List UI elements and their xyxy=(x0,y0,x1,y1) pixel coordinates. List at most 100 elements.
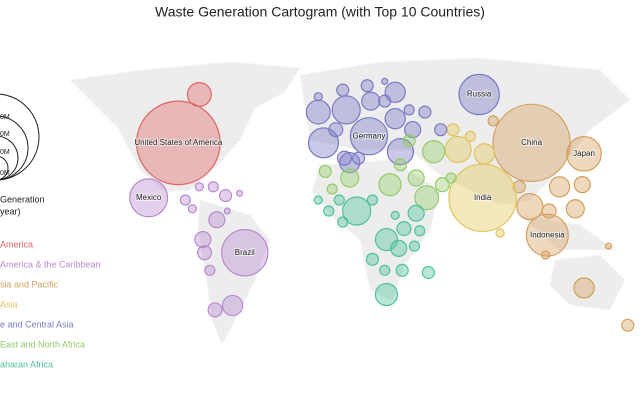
size-legend-circle xyxy=(0,93,40,181)
country-bubble xyxy=(487,115,499,127)
country-bubble xyxy=(194,182,204,192)
size-legend-label: 0M xyxy=(0,149,10,156)
country-bubble xyxy=(337,216,349,228)
country-bubble xyxy=(386,138,415,166)
country-bubble xyxy=(179,194,191,206)
country-bubble xyxy=(434,177,450,193)
land xyxy=(68,61,301,193)
country-bubble xyxy=(223,207,231,215)
country-bubble xyxy=(374,282,399,307)
country-bubble xyxy=(548,176,571,198)
country-bubble xyxy=(422,140,446,164)
country-bubble xyxy=(446,123,460,137)
country-bubble xyxy=(197,245,213,261)
country-bubble xyxy=(390,210,400,221)
country-bubble xyxy=(458,73,500,116)
size-legend-circle xyxy=(0,135,19,181)
country-bubble xyxy=(404,121,422,139)
bubbles xyxy=(129,73,635,332)
country-bubble xyxy=(194,230,212,249)
chart-title: Waste Generation Cartogram (with Top 10 … xyxy=(155,4,485,20)
country-bubble xyxy=(129,178,169,218)
country-bubble xyxy=(525,213,569,257)
country-bubble xyxy=(445,172,457,184)
country-label: United States of America xyxy=(134,138,223,147)
country-bubble xyxy=(393,158,408,172)
country-bubble xyxy=(396,220,412,237)
country-label: Indonesia xyxy=(530,230,565,239)
country-bubble xyxy=(621,318,635,332)
country-bubble xyxy=(360,79,374,93)
legend-entry: e and Central Asia xyxy=(0,319,74,329)
size-legend-circle xyxy=(0,156,9,180)
country-bubble xyxy=(313,92,323,102)
country-bubble xyxy=(384,81,406,103)
country-bubble xyxy=(305,99,331,125)
country-bubble xyxy=(414,185,440,211)
size-legend-title: Generation xyxy=(0,194,45,204)
size-legend-label: 0M xyxy=(0,131,10,138)
country-bubble xyxy=(331,95,361,125)
country-bubble xyxy=(336,150,353,166)
country-bubble xyxy=(379,264,391,276)
country-bubble xyxy=(318,164,332,179)
legend-entry: Asia xyxy=(0,299,18,309)
country-bubble xyxy=(418,105,432,119)
country-bubble xyxy=(495,228,505,238)
country-bubble xyxy=(408,240,421,252)
country-bubble xyxy=(573,176,591,194)
country-bubble xyxy=(473,143,496,165)
country-bubble xyxy=(540,250,551,260)
country-bubble xyxy=(565,199,585,219)
country-bubble xyxy=(204,264,216,276)
country-bubble xyxy=(604,242,613,250)
country-bubble xyxy=(326,183,338,195)
land xyxy=(518,214,617,251)
land xyxy=(311,159,441,301)
country-bubble xyxy=(541,203,557,219)
legend-entry: sia and Pacific xyxy=(0,279,59,289)
country-bubble xyxy=(384,108,406,130)
country-bubble xyxy=(235,189,244,197)
country-bubble xyxy=(349,117,389,156)
country-bubble xyxy=(187,204,197,214)
country-bubble xyxy=(333,194,345,206)
country-bubble xyxy=(135,100,221,186)
size-legend-label: 0M xyxy=(0,170,10,177)
country-bubble xyxy=(336,83,350,97)
country-bubble xyxy=(361,91,381,111)
country-label: Japan xyxy=(573,149,595,158)
country-bubble xyxy=(323,205,335,217)
bubble-labels: United States of America Mexico Brazil Chin… xyxy=(133,89,596,258)
country-bubble xyxy=(407,204,425,222)
country-bubble xyxy=(566,135,602,172)
country-bubble xyxy=(342,196,372,226)
country-label: Brazil xyxy=(235,248,255,257)
country-bubble xyxy=(421,265,436,280)
country-bubble xyxy=(403,104,415,116)
country-bubble xyxy=(573,277,595,299)
country-bubble xyxy=(407,169,425,187)
country-bubble xyxy=(464,130,476,142)
country-bubble xyxy=(365,252,380,266)
country-bubble xyxy=(340,168,360,188)
country-bubble xyxy=(444,135,472,164)
country-bubble xyxy=(328,122,344,138)
land xyxy=(299,57,631,206)
size-legend-circle xyxy=(0,115,29,181)
country-bubble xyxy=(351,151,366,165)
country-label: Russia xyxy=(467,90,492,99)
country-bubble xyxy=(313,195,323,205)
country-bubble xyxy=(218,189,233,203)
country-label: China xyxy=(521,138,542,147)
country-label: Mexico xyxy=(136,193,162,202)
land xyxy=(197,199,271,347)
legend-entry: aharan Africa xyxy=(0,359,53,369)
country-bubble xyxy=(378,94,392,108)
country-bubble xyxy=(366,194,379,206)
legend-entry: America & the Caribbean xyxy=(0,259,101,269)
size-legend-title: year) xyxy=(0,206,21,216)
